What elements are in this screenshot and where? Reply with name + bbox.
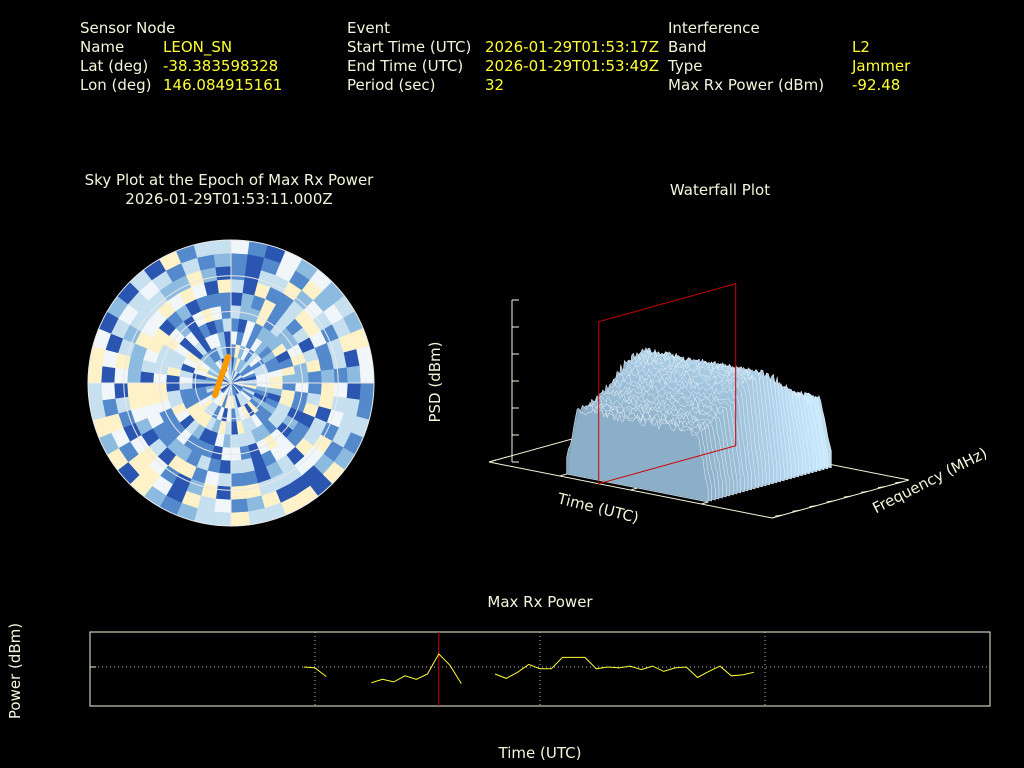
sensor-lat-value: -38.383598328	[163, 57, 279, 75]
sky-plot-title: Sky Plot at the Epoch of Max Rx Power	[84, 171, 374, 189]
sensor-lon-value: 146.084915161	[163, 76, 283, 94]
waterfall-ridge	[566, 408, 709, 503]
interference-band-label: Band	[668, 38, 707, 56]
max-power-x-axis-label: Time (UTC)	[498, 744, 582, 762]
waterfall-title: Waterfall Plot	[669, 181, 771, 199]
max-power-title: Max Rx Power	[487, 593, 593, 611]
interference-type-value: Jammer	[852, 57, 911, 75]
interference-power-label: Max Rx Power (dBm)	[668, 76, 825, 94]
event-end-value: 2026-01-29T01:53:49Z	[485, 57, 659, 75]
sensor-name-label: Name	[80, 38, 125, 56]
waterfall-freq-axis	[771, 479, 910, 519]
waterfall-time-marker	[598, 283, 737, 485]
waterfall-time-tick	[630, 487, 638, 491]
waterfall-freq-tick	[775, 514, 783, 517]
sky-cell	[230, 511, 251, 526]
waterfall-time-tick	[771, 515, 780, 519]
event-start-label: Start Time (UTC)	[347, 38, 472, 56]
waterfall-time-tick	[559, 473, 567, 477]
waterfall-freq-tick	[843, 495, 851, 498]
event-heading: Event	[347, 19, 390, 37]
sky-cell	[359, 363, 374, 384]
waterfall-time-tick	[488, 459, 497, 463]
max-power-series	[303, 653, 754, 684]
waterfall-z-axis-label: PSD (dBm)	[426, 341, 444, 422]
sky-cell	[211, 240, 232, 255]
max-power-line-segment	[371, 653, 462, 684]
interference-band-value: L2	[852, 38, 870, 56]
event-end-label: End Time (UTC)	[347, 57, 464, 75]
sensor-lat-label: Lat (deg)	[80, 57, 149, 75]
interference-power-value: -92.48	[852, 76, 901, 94]
sensor-node-heading: Sensor Node	[80, 19, 176, 37]
sky-plot-grid	[87, 239, 375, 527]
interference-heading: Interference	[668, 19, 760, 37]
max-power-line-segment	[303, 666, 327, 677]
event-period-label: Period (sec)	[347, 76, 436, 94]
sky-plot-track	[212, 354, 231, 398]
sky-track-line	[212, 354, 231, 398]
sky-cell	[88, 382, 103, 403]
event-period-value: 32	[485, 76, 505, 94]
max-power-line-segment	[494, 656, 754, 679]
interference-type-label: Type	[668, 57, 703, 75]
waterfall-time-tick	[701, 501, 709, 505]
waterfall-freq-tick	[809, 505, 817, 508]
waterfall-freq-tick	[826, 500, 834, 503]
sensor-lon-label: Lon (deg)	[80, 76, 152, 94]
event-start-value: 2026-01-29T01:53:17Z	[485, 38, 659, 56]
waterfall-freq-tick	[860, 490, 868, 493]
sky-plot-subtitle: 2026-01-29T01:53:11.000Z	[125, 190, 333, 208]
waterfall-freq-tick	[792, 509, 800, 512]
max-power-y-axis-label: Power (dBm)	[6, 623, 24, 719]
waterfall-freq-tick	[877, 486, 886, 489]
sky-plot-cells	[88, 240, 374, 526]
sensor-name-value: LEON_SN	[163, 38, 233, 56]
waterfall-marker-plane	[598, 283, 737, 485]
waterfall-freq-tick	[895, 481, 903, 484]
waterfall-surface	[566, 346, 832, 503]
